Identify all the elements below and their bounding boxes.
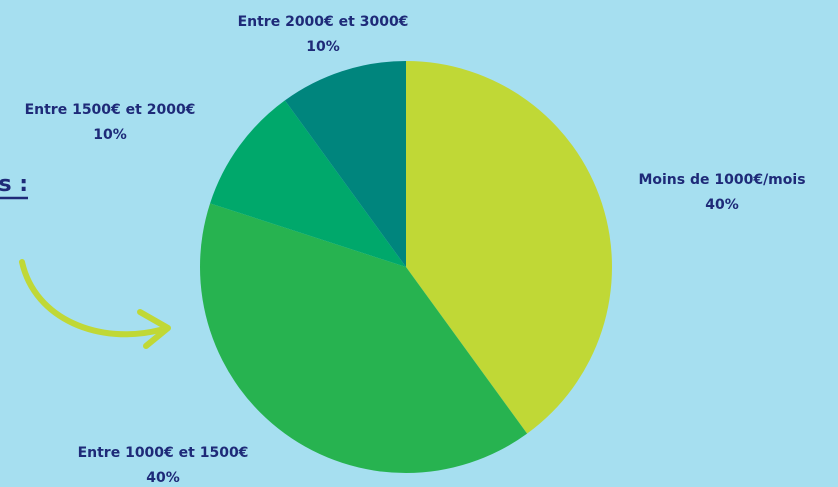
slice-value-label: 10% bbox=[93, 127, 127, 143]
arrow-head bbox=[137, 309, 171, 349]
pie-slice bbox=[406, 61, 612, 434]
slice-value-label: 40% bbox=[705, 197, 739, 213]
slice-value-label: 40% bbox=[146, 470, 180, 486]
pie-slice bbox=[210, 100, 406, 267]
slice-value-label: 10% bbox=[306, 39, 340, 55]
pie-slice bbox=[284, 61, 406, 267]
slice-label: Entre 1500€ et 2000€ bbox=[25, 102, 196, 118]
slice-label: Entre 1000€ et 1500€ bbox=[78, 445, 249, 461]
slice-label: Moins de 1000€/mois bbox=[638, 172, 805, 188]
slice-label: Entre 2000€ et 3000€ bbox=[238, 14, 409, 30]
pie-slice bbox=[200, 203, 528, 473]
arrow bbox=[19, 259, 163, 338]
side-text: s : bbox=[0, 172, 28, 197]
